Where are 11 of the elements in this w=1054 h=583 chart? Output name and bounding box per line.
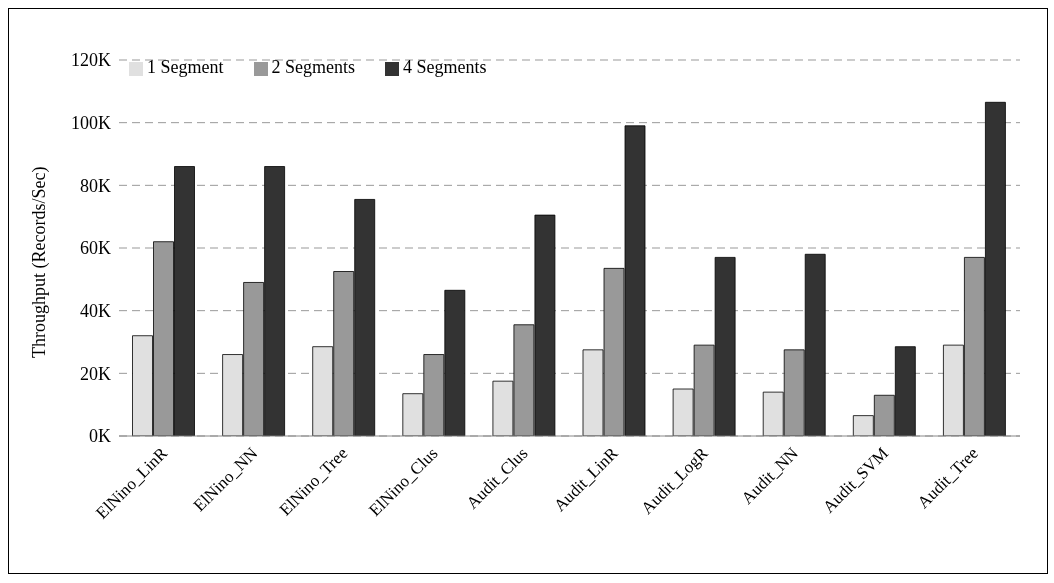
legend-label: 2 Segments <box>271 57 355 77</box>
y-tick-label: 120K <box>71 50 111 71</box>
y-tick-label: 20K <box>80 363 111 384</box>
y-tick-label: 0K <box>89 426 111 447</box>
y-tick-label: 40K <box>80 301 111 322</box>
legend-label: 4 Segments <box>403 57 487 77</box>
y-axis-title: Throughput (Records/Sec) <box>29 166 51 358</box>
y-tick-label: 100K <box>71 113 111 134</box>
y-tick-label: 60K <box>80 238 111 259</box>
y-tick-label: 80K <box>80 175 111 196</box>
legend-label: 1 Segment <box>147 57 224 77</box>
